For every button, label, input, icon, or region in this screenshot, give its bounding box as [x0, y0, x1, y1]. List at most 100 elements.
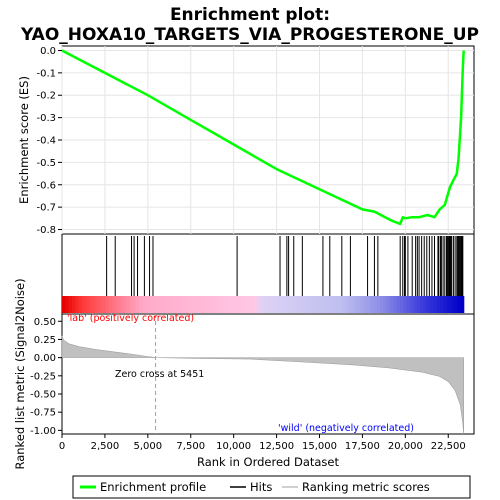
xtick-label: 15,000 — [302, 441, 337, 452]
gradient-segment — [128, 296, 133, 313]
gradient-segment — [333, 296, 338, 313]
gradient-segment — [105, 296, 110, 313]
gradient-segment — [436, 296, 441, 313]
gradient-segment — [326, 296, 331, 313]
gradient-segment — [229, 296, 234, 313]
gradient-segment — [453, 296, 458, 313]
gradient-segment — [179, 296, 184, 313]
gradient-segment — [299, 296, 304, 313]
gradient-segment — [373, 296, 378, 313]
gradient-segment — [195, 296, 200, 313]
gradient-segment — [152, 296, 157, 313]
metric-ytick-label: 0.00 — [34, 353, 56, 364]
x-axis-ticks: 0 2,500 5,000 7,500 10,000 12,500 15,000 17,500… — [59, 434, 466, 452]
gradient-segment — [68, 296, 73, 313]
negative-correlation-label: 'wild' (negatively correlated) — [278, 423, 414, 434]
gradient-segment — [256, 296, 261, 313]
gradient-segment — [72, 296, 76, 313]
gradient-segment — [316, 296, 321, 313]
gradient-segment — [343, 296, 348, 313]
xtick-label: 7,500 — [176, 441, 205, 452]
gradient-segment — [85, 296, 90, 313]
gradient-segment — [175, 296, 180, 313]
es-ytick-label: -0.7 — [36, 203, 56, 214]
gradient-segment — [215, 296, 220, 313]
gradient-segment — [115, 296, 120, 313]
gradient-segment — [236, 296, 241, 313]
gradient-segment — [349, 296, 354, 313]
gradient-segment — [125, 296, 130, 313]
legend-label-ranking-metric: Ranking metric scores — [302, 480, 430, 494]
metric-panel-area — [61, 314, 464, 435]
gradient-segment — [118, 296, 123, 313]
gradient-segment — [266, 296, 271, 313]
metric-ylabel: Ranked list metric (Signal2Noise) — [13, 278, 27, 469]
gradient-segment — [276, 296, 281, 313]
legend-box — [72, 475, 471, 499]
gradient-segment — [416, 296, 421, 313]
gradient-segment — [149, 296, 153, 313]
gradient-segment — [406, 296, 411, 313]
gradient-segment — [122, 296, 127, 313]
es-ytick-label: -0.2 — [36, 91, 56, 102]
gradient-segment — [75, 296, 80, 313]
positive-correlation-label: 'lab' (positively correlated) — [67, 313, 194, 324]
es-panel-yticks: 0.0 -0.1 -0.2 -0.3 -0.4 -0.5 -0.6 -0.7 -0.8 — [36, 46, 62, 236]
gradient-segment — [289, 296, 294, 313]
gradient-segment — [132, 296, 137, 313]
gradient-segment — [413, 296, 418, 313]
gradient-segment — [380, 296, 384, 313]
gradient-segment — [440, 296, 445, 313]
gradient-segment — [363, 296, 368, 313]
es-panel-gridlines — [61, 46, 474, 234]
gradient-segment — [169, 296, 174, 313]
xtick-label: 17,500 — [345, 441, 380, 452]
gradient-segment — [108, 296, 113, 313]
gradient-segment — [286, 296, 291, 313]
gradient-segment — [282, 296, 287, 313]
gradient-segment — [309, 296, 314, 313]
xtick-label: 10,000 — [216, 441, 251, 452]
gradient-segment — [145, 296, 150, 313]
gradient-segment — [212, 296, 217, 313]
gradient-segment — [457, 296, 461, 313]
gradient-segment — [65, 296, 70, 313]
es-ylabel: Enrichment score (ES) — [17, 76, 31, 204]
gradient-segment — [262, 296, 267, 313]
gradient-segment — [138, 296, 143, 313]
metric-panel-frame — [61, 313, 475, 435]
es-panel-line — [61, 49, 465, 226]
gradient-segment — [165, 296, 170, 313]
gradient-segment — [95, 296, 100, 313]
gradient-segment — [162, 296, 167, 313]
gradient-segment — [292, 296, 297, 313]
gradient-segment — [426, 296, 431, 313]
metric-ytick-label: -1.00 — [30, 426, 56, 437]
gradient-segment — [272, 296, 277, 313]
gradient-segment — [182, 296, 187, 313]
es-ytick-label: -0.6 — [36, 180, 56, 191]
metric-ytick-label: 0.25 — [34, 335, 56, 346]
gradient-segment — [239, 296, 244, 313]
gradient-segment — [430, 296, 435, 313]
es-ytick-label: -0.8 — [36, 225, 56, 236]
es-series-line — [61, 49, 465, 226]
gradient-segment — [269, 296, 274, 313]
gradient-segment — [323, 296, 328, 313]
gradient-segment — [135, 296, 140, 313]
gradient-segment — [403, 296, 408, 313]
es-ytick-label: -0.4 — [36, 136, 56, 147]
metric-panel-yticks: 0.50 0.25 0.00 -0.25 -0.50 -0.75 -1.00 — [30, 317, 62, 437]
gradient-segment — [159, 296, 164, 313]
gradient-segment — [209, 296, 214, 313]
es-ytick-label: -0.5 — [36, 158, 56, 169]
gradient-segment — [386, 296, 391, 313]
gradient-segment — [98, 296, 103, 313]
gradient-segment — [446, 296, 451, 313]
gradient-segment — [226, 296, 230, 313]
gradient-segment — [259, 296, 264, 313]
gradient-segment — [393, 296, 398, 313]
gradient-segment — [306, 296, 311, 313]
gradient-segment — [346, 296, 351, 313]
gradient-segment — [359, 296, 364, 313]
